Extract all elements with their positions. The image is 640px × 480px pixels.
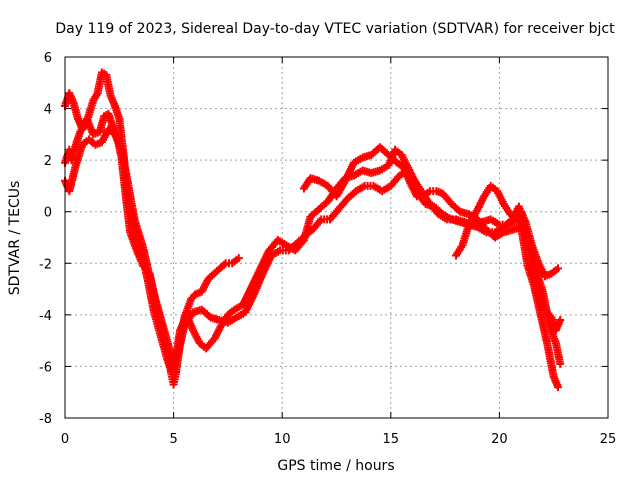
x-tick-label: 0	[61, 432, 69, 447]
y-tick-label: -8	[39, 412, 52, 427]
series-track-4	[299, 143, 562, 392]
y-axis-label: SDTVAR / TECUs	[7, 181, 23, 296]
x-axis-label: GPS time / hours	[277, 458, 394, 474]
x-tick-label: 20	[491, 432, 508, 447]
chart-title: Day 119 of 2023, Sidereal Day-to-day VTE…	[55, 21, 615, 37]
y-tick-label: 4	[44, 103, 52, 118]
data-point	[556, 359, 565, 368]
y-tick-label: -4	[39, 309, 52, 324]
data-marks	[61, 68, 565, 392]
data-point	[554, 264, 562, 273]
y-tick-label: 2	[44, 154, 52, 169]
y-tick-label: -2	[39, 257, 52, 272]
plot-frame	[64, 56, 609, 419]
data-point	[556, 316, 565, 324]
y-tick-label: -6	[39, 360, 52, 375]
x-tick-label: 25	[600, 432, 617, 447]
x-tick-label: 15	[383, 432, 400, 447]
x-tick-label: 5	[169, 432, 177, 447]
y-tick-label: 0	[44, 206, 52, 221]
data-point	[234, 254, 243, 263]
series-track-5	[452, 181, 562, 281]
y-tick-label: 6	[44, 51, 52, 66]
series-track-1	[61, 89, 243, 389]
x-tick-label: 10	[274, 432, 291, 447]
data-point	[554, 383, 562, 392]
tick-labels: 0 5 10 15 20 25 -8 -6 -4 -2 0 2 4 6	[39, 51, 616, 447]
